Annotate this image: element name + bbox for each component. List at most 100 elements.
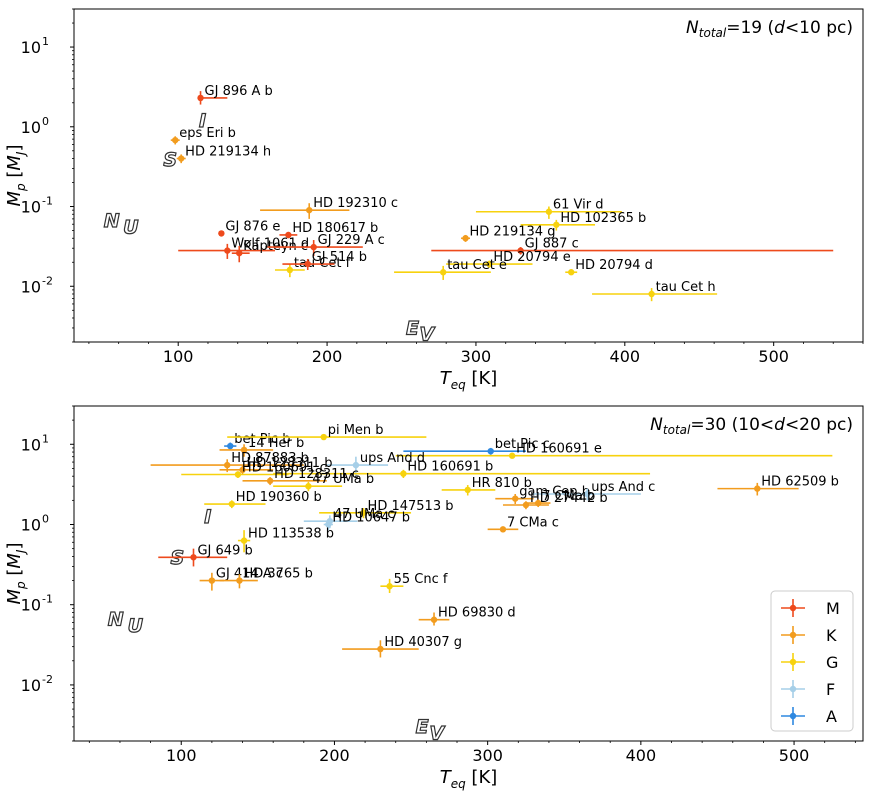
planet-hd-192310-c: HD 192310 c — [260, 196, 398, 219]
x-tick-label: 500 — [779, 746, 810, 765]
planet-hd-190360-b: HD 190360 b — [204, 490, 322, 509]
y-tick-label: 10 — [21, 198, 41, 217]
data-point — [306, 206, 313, 214]
data-point — [512, 495, 519, 502]
y-tick-exponent: 1 — [42, 35, 49, 48]
data-point — [234, 471, 242, 478]
planet-hd-160691-b: HD 160691 b — [273, 460, 651, 478]
planet-label: GJ 649 b — [197, 543, 252, 558]
planet-hd-10647-b: HD 10647 b — [323, 510, 410, 531]
planet-label: 47 UMa b — [312, 472, 374, 487]
legend-swatch-dot — [789, 712, 797, 720]
region-letter-i: I — [204, 506, 211, 528]
planet-bet-pic-b: bet Pic b — [224, 432, 290, 450]
x-tick-label: 500 — [758, 347, 789, 366]
planet-label: HD 3765 b — [243, 567, 312, 582]
planet-label: GJ 514 b — [312, 250, 367, 265]
y-tick-label: 10 — [21, 676, 41, 695]
data-point — [400, 470, 407, 477]
planet-label: tau Cet h — [656, 280, 716, 295]
region-letter-v: V — [429, 722, 445, 744]
planet-label: HD 180617 b — [292, 221, 378, 236]
legend-swatch-dot — [789, 658, 797, 666]
legend-swatch-dot — [789, 604, 797, 612]
planet-hr-810-b: HR 810 b — [441, 476, 532, 496]
planet-label: ups And d — [360, 451, 425, 466]
x-tick-label: 300 — [472, 746, 503, 765]
region-letter-u: U — [123, 216, 139, 238]
planet-label: GJ 414 A c — [216, 567, 283, 582]
legend-label: M — [826, 599, 840, 618]
x-tick-label: 300 — [461, 347, 492, 366]
data-point — [240, 446, 248, 454]
planet-hd-219134-h: HD 219134 h — [176, 145, 271, 164]
planet-hd-20794-e: HD 20794 e — [446, 250, 571, 268]
planet-label: HD 102365 b — [560, 211, 646, 226]
data-point — [310, 243, 317, 251]
planet-label: HD 160691 b — [407, 460, 493, 475]
planet-hd-180617-b: HD 180617 b — [279, 221, 378, 239]
planet-label: tau Cet e — [447, 258, 507, 273]
data-point — [360, 509, 367, 516]
planet-label: HD 87883 b — [231, 451, 309, 466]
data-point — [197, 94, 204, 102]
planet-eps-eri-b: eps Eri b — [170, 126, 236, 145]
planet-label: HD 219134 g — [470, 224, 556, 239]
legend-entry-m: M — [781, 599, 840, 618]
region-letter-e: E — [406, 317, 419, 339]
planet-label: HD 27442 b — [530, 491, 608, 506]
x-axis-label: Teq [K] — [440, 767, 498, 791]
data-point — [499, 526, 507, 533]
planet-gj-876-e: GJ 876 e — [218, 219, 280, 237]
planet-label: GJ 896 A b — [205, 84, 273, 99]
planet-7-cma-c: 7 CMa c — [487, 515, 559, 533]
planet-hd-69830-d: HD 69830 d — [418, 606, 516, 626]
y-tick-label: 10 — [21, 596, 41, 615]
planet-pi-men-b: pi Men b — [227, 423, 427, 441]
x-tick-label: 100 — [166, 746, 197, 765]
planet-gam-cep-b: gam Cep b — [495, 485, 590, 505]
data-point — [352, 461, 360, 469]
planet-label: HD 160691 c — [242, 460, 327, 475]
planet-gj-229-a-c: GJ 229 A c — [267, 233, 385, 256]
planet-gj-514-b: GJ 514 b — [282, 250, 367, 270]
planet-label: HD 190360 b — [236, 490, 322, 505]
planet-label: HD 219134 h — [185, 145, 271, 160]
planet-label: 61 Vir d — [553, 198, 604, 213]
region-letter-e: E — [416, 716, 429, 738]
data-point — [754, 485, 761, 492]
planet-hd-147513-b: HD 147513 b — [319, 499, 454, 519]
region-letter-n: N — [108, 609, 124, 631]
x-tick-label: 100 — [163, 347, 194, 366]
data-point — [236, 249, 243, 257]
planet-label: HD 128311 b — [247, 456, 333, 471]
planet-label: HD 147513 b — [368, 499, 454, 514]
planet-hd-128311-b: HD 128311 b — [219, 456, 333, 475]
legend-swatch-dot — [789, 631, 797, 639]
planet-tau-cet-h: tau Cet h — [592, 280, 718, 302]
y-tick-label: 10 — [21, 118, 41, 137]
planet-label: GJ 229 A c — [318, 233, 385, 248]
data-point — [508, 452, 516, 459]
planet-hd-113538-b: HD 113538 b — [237, 527, 334, 553]
data-point — [266, 477, 274, 485]
planet-label: HD 113538 b — [248, 527, 334, 542]
data-point — [286, 266, 294, 274]
planet-label: HD 20794 d — [575, 258, 653, 273]
planet-label: GJ 876 e — [225, 219, 280, 234]
region-letter-n: N — [104, 210, 120, 232]
planet-label: 55 Cnc f — [394, 572, 448, 587]
planet-gj-887-c: GJ 887 c — [431, 237, 834, 255]
legend-swatch-dot — [789, 685, 797, 693]
planet-label: HD 160691 e — [516, 442, 602, 457]
y-tick-label: 10 — [21, 515, 41, 534]
planet-label: 7 CMa b — [542, 489, 595, 504]
y-tick-exponent: -1 — [42, 195, 53, 208]
planet-hd-62509-b: HD 62509 b — [717, 475, 839, 496]
planet-14-her-b: 14 Her b — [219, 436, 304, 457]
y-tick-exponent: -1 — [42, 593, 53, 606]
planet-hd-160691-c: HD 160691 c — [181, 460, 327, 478]
planet-label: 7 CMa c — [507, 515, 559, 530]
legend-label: A — [826, 707, 837, 726]
